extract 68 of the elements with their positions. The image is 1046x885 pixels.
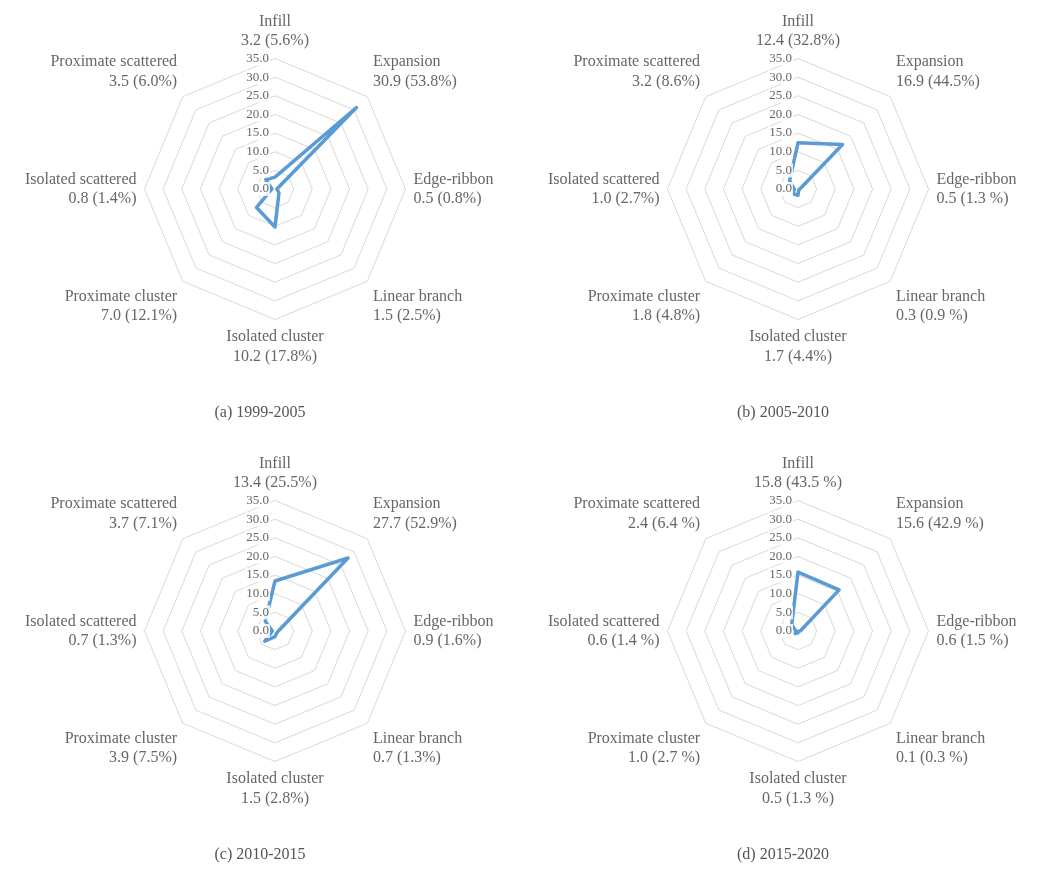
spoke-label: Edge-ribbon 0.9 (1.6%) [413, 611, 494, 649]
spoke-label: Proximate cluster 3.9 (7.5%) [64, 728, 178, 766]
spoke-label: Proximate cluster 1.8 (4.8%) [587, 286, 701, 324]
spoke-label: Linear branch 0.3 (0.9 %) [895, 286, 986, 324]
y-tick-label: 30.0 [769, 510, 792, 526]
y-tick-label: 5.0 [252, 603, 269, 619]
y-tick-label: 25.0 [769, 529, 792, 545]
y-tick-label: 30.0 [246, 68, 269, 84]
spoke-label: Isolated scattered 0.6 (1.4 %) [548, 611, 660, 649]
spoke-label: Edge-ribbon 0.6 (1.5 %) [936, 611, 1017, 649]
y-tick-label: 10.0 [769, 143, 792, 159]
y-tick-label: 35.0 [769, 49, 792, 65]
text: (c) 2010-2015 [214, 844, 306, 863]
y-tick-label: 5.0 [775, 603, 792, 619]
spoke-label: Isolated scattered 0.8 (1.4%) [25, 169, 137, 207]
spoke-label: Isolated scattered 1.0 (2.7%) [548, 169, 660, 207]
spoke-label: Infill 3.2 (5.6%) [241, 11, 309, 50]
y-tick-label: 10.0 [246, 585, 269, 601]
text: (a) 1999-2005 [214, 402, 306, 421]
spoke-label: Isolated scattered 0.7 (1.3%) [25, 611, 137, 649]
y-tick-label: 25.0 [246, 87, 269, 103]
spoke-label: Edge-ribbon 0.5 (1.3 %) [936, 169, 1017, 207]
y-tick-label: 15.0 [769, 124, 792, 140]
y-tick-label: 10.0 [246, 143, 269, 159]
y-tick-label: 0.0 [775, 622, 792, 638]
spoke-label: Infill 13.4 (25.5%) [233, 453, 317, 492]
y-tick-label: 35.0 [769, 491, 792, 507]
y-tick-label: 25.0 [246, 529, 269, 545]
spoke-label: Edge-ribbon 0.5 (0.8%) [413, 169, 494, 207]
y-tick-label: 0.0 [252, 180, 269, 196]
spoke-label: Isolated cluster 0.5 (1.3 %) [749, 769, 848, 807]
spoke-label: Proximate scattered 3.5 (6.0%) [50, 52, 178, 90]
spoke-label: Proximate cluster 7.0 (12.1%) [64, 286, 178, 324]
y-tick-label: 20.0 [769, 547, 792, 563]
spoke-label: Proximate cluster 1.0 (2.7 %) [587, 728, 701, 766]
spoke-label: Expansion 16.9 (44.5%) [895, 52, 980, 90]
spoke-label: Infill 12.4 (32.8%) [756, 11, 840, 50]
spoke-label: Linear branch 1.5 (2.5%) [372, 286, 463, 324]
y-tick-label: 20.0 [246, 105, 269, 121]
text: (d) 2015-2020 [737, 844, 829, 863]
y-tick-label: 10.0 [769, 585, 792, 601]
spoke-label: Linear branch 0.7 (1.3%) [372, 728, 463, 766]
y-tick-label: 20.0 [769, 105, 792, 121]
spoke-label: Isolated cluster 10.2 (17.8%) [226, 327, 325, 365]
y-tick-label: 20.0 [246, 547, 269, 563]
y-tick-label: 0.0 [252, 622, 269, 638]
y-tick-label: 35.0 [246, 49, 269, 65]
y-tick-label: 0.0 [775, 180, 792, 196]
spoke-label: Isolated cluster 1.5 (2.8%) [226, 769, 325, 807]
y-tick-label: 5.0 [775, 161, 792, 177]
spoke-label: Proximate scattered 3.7 (7.1%) [50, 494, 178, 532]
y-tick-label: 25.0 [769, 87, 792, 103]
spoke-label: Isolated cluster 1.7 (4.4%) [749, 327, 848, 365]
y-tick-label: 15.0 [246, 124, 269, 140]
spoke-label: Proximate scattered 3.2 (8.6%) [573, 52, 701, 90]
spoke-label: Linear branch 0.1 (0.3 %) [895, 728, 986, 766]
spoke-label: Expansion 15.6 (42.9 %) [895, 494, 984, 532]
y-tick-label: 15.0 [246, 566, 269, 582]
spoke-label: Proximate scattered 2.4 (6.4 %) [573, 494, 701, 532]
spoke-label: Expansion 30.9 (53.8%) [372, 52, 457, 90]
spoke-label: Infill 15.8 (43.5 %) [754, 453, 842, 492]
y-tick-label: 30.0 [246, 510, 269, 526]
y-tick-label: 30.0 [769, 68, 792, 84]
y-tick-label: 15.0 [769, 566, 792, 582]
y-tick-label: 35.0 [246, 491, 269, 507]
spoke-label: Expansion 27.7 (52.9%) [372, 494, 457, 532]
text: (b) 2005-2010 [737, 402, 829, 421]
y-tick-label: 5.0 [252, 161, 269, 177]
